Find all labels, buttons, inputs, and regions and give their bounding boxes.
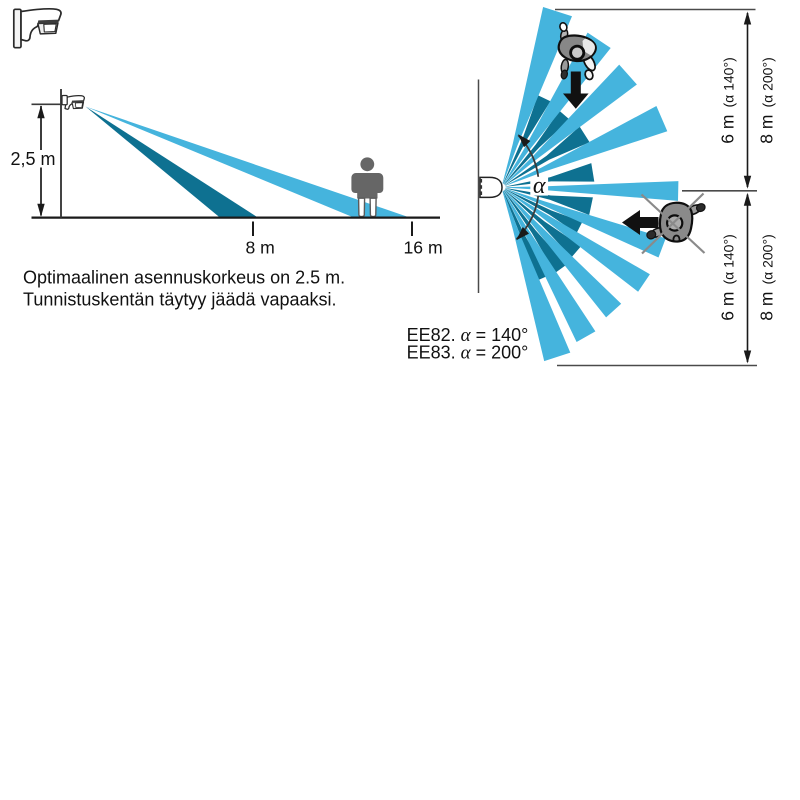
svg-text:8 m: 8 m <box>246 238 275 258</box>
svg-text:EE83. α = 200°: EE83. α = 200° <box>407 343 529 364</box>
svg-text:6 m (α 140°): 6 m (α 140°) <box>718 234 738 320</box>
svg-text:2,5 m: 2,5 m <box>11 149 56 169</box>
svg-text:α: α <box>533 173 546 199</box>
svg-text:8 m (α 200°): 8 m (α 200°) <box>757 57 777 143</box>
svg-text:Optimaalinen asennuskorkeus on: Optimaalinen asennuskorkeus on 2.5 m. <box>23 268 345 288</box>
svg-text:16 m: 16 m <box>404 238 443 258</box>
svg-text:8 m (α 200°): 8 m (α 200°) <box>757 234 777 320</box>
svg-text:Tunnistuskentän täytyy jäädä v: Tunnistuskentän täytyy jäädä vapaaksi. <box>23 289 337 309</box>
svg-text:6 m (α 140°): 6 m (α 140°) <box>718 57 738 143</box>
svg-text:EE82. α = 140°: EE82. α = 140° <box>407 325 529 346</box>
